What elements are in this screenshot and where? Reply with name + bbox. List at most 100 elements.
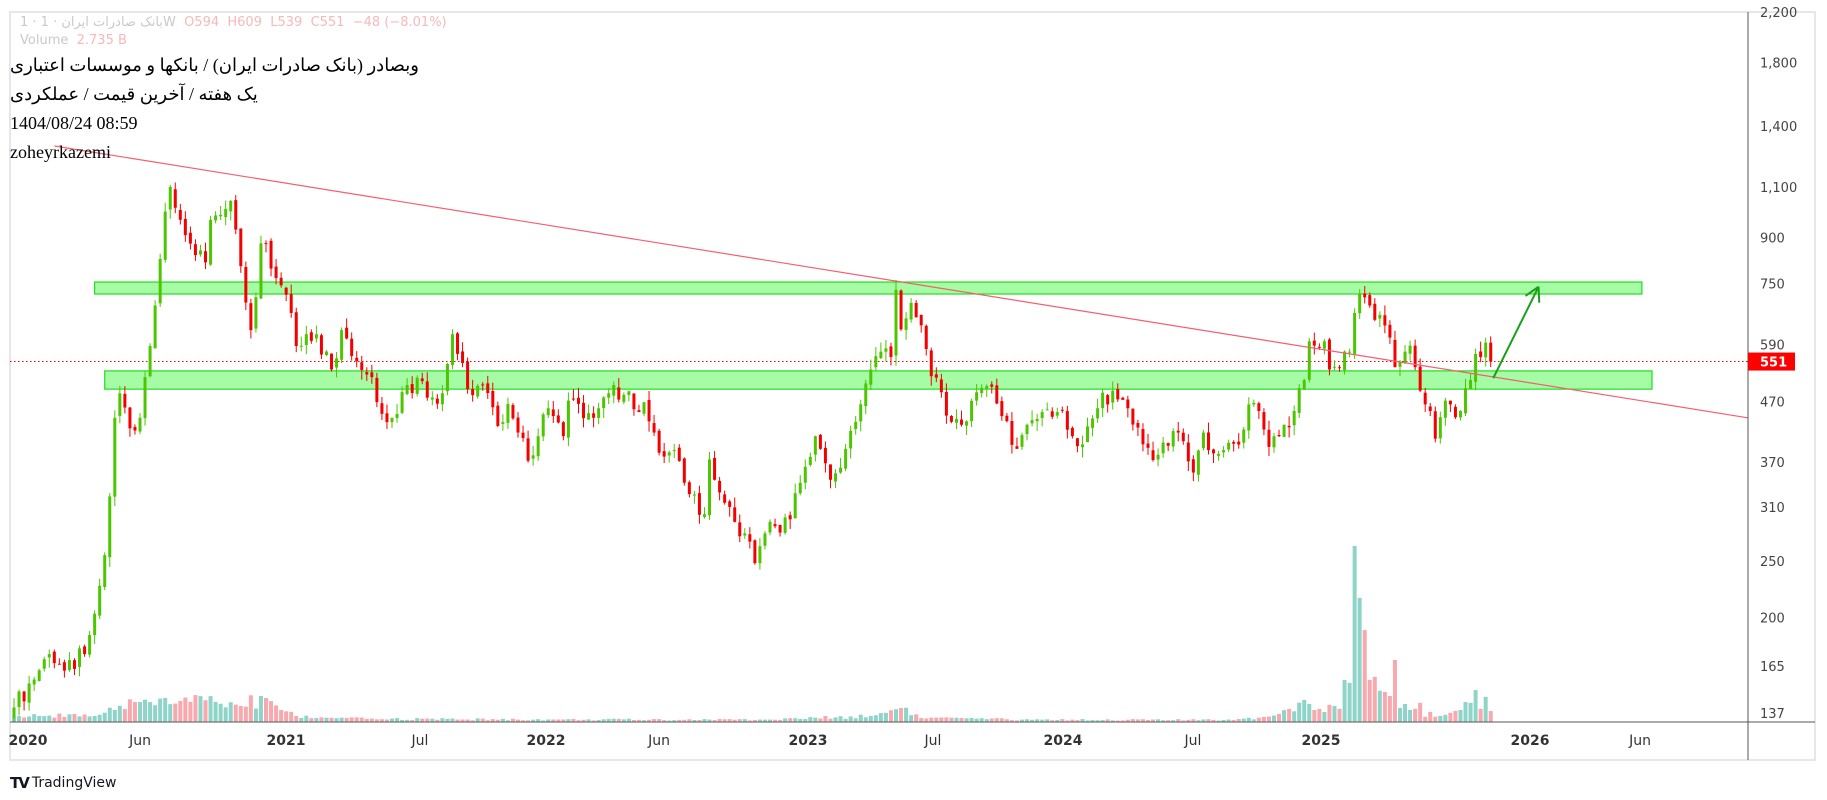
candle — [818, 434, 822, 450]
tradingview-logo-icon: TV — [10, 774, 30, 792]
candle — [1257, 401, 1261, 419]
legend-change: −48 (−8.01%) — [352, 15, 447, 30]
price-axis[interactable]: 2,200 1,800 1,400 1,100 900 750 590 470 370 310 25… — [1748, 6, 1797, 722]
candle-body — [667, 452, 671, 456]
volume-bar — [233, 704, 238, 722]
candle-body — [632, 393, 636, 410]
candle — [355, 351, 359, 368]
candle — [1045, 402, 1049, 411]
resistance_zone — [94, 281, 1643, 295]
candle-body — [118, 393, 122, 416]
candle — [1458, 410, 1462, 421]
legend-open: O594 — [184, 15, 220, 30]
candle — [849, 425, 853, 459]
volume-bar — [657, 719, 662, 722]
candle — [98, 578, 102, 619]
candle — [1307, 337, 1311, 383]
volume-bar — [294, 716, 299, 722]
candle-body — [954, 418, 958, 423]
candle-body — [1484, 342, 1488, 358]
candle — [652, 415, 656, 436]
candle — [1176, 421, 1180, 442]
candle-body — [980, 387, 984, 393]
candle — [702, 507, 706, 519]
candle — [521, 425, 525, 442]
candle — [113, 410, 117, 507]
candle — [1368, 292, 1372, 308]
candle-body — [279, 277, 283, 286]
candle-body — [1035, 418, 1039, 422]
candle — [1237, 433, 1241, 449]
candle — [582, 395, 586, 428]
volume-bar — [178, 700, 183, 722]
candle — [385, 404, 389, 429]
candle-body — [445, 364, 449, 392]
volume-bar — [390, 718, 394, 722]
volume-bar — [1332, 706, 1337, 722]
candle — [183, 211, 187, 242]
candle-body — [410, 384, 414, 394]
candle-body — [778, 524, 782, 533]
volume-bar — [1282, 710, 1287, 722]
candle — [410, 376, 414, 399]
volume-bar — [284, 711, 289, 722]
candle — [869, 359, 873, 390]
symbol-title: وبصادر (بانک صادرات ایران) / بانکها و مو… — [10, 55, 419, 75]
price-tick-label: 2,200 — [1760, 6, 1797, 21]
candle — [1348, 348, 1352, 358]
candle-body — [22, 691, 26, 702]
volume-bar — [153, 705, 158, 722]
volume-bar — [495, 719, 500, 722]
candle — [995, 378, 999, 405]
volume-bar — [1246, 717, 1251, 722]
volume-bar — [833, 717, 838, 722]
candle-body — [304, 334, 308, 345]
volume-bar — [274, 705, 279, 722]
volume-bar — [1231, 720, 1236, 722]
candle-body — [1020, 435, 1024, 447]
candle — [839, 457, 843, 474]
volume-bar — [521, 720, 526, 722]
volume-bar — [1372, 676, 1377, 722]
candle — [1423, 387, 1427, 412]
volume-bar — [611, 718, 616, 722]
candle-body — [995, 385, 999, 404]
volume-bar — [32, 714, 37, 722]
candle — [1065, 405, 1069, 439]
candle — [884, 339, 888, 362]
price-tick-label: 137 — [1760, 707, 1785, 722]
volume-bar — [778, 719, 783, 722]
candle — [728, 499, 732, 517]
volume-bar — [662, 720, 667, 722]
time-axis[interactable]: 2020 Jun 2021 Jul 2022 Jun 2023 Jul 2024 Jul 2025 2… — [9, 733, 1651, 749]
candle — [158, 253, 162, 307]
candle-body — [1423, 392, 1427, 405]
volume-bar — [1070, 719, 1075, 722]
candle — [27, 675, 31, 711]
candle-body — [975, 392, 979, 401]
candle-body — [516, 417, 520, 433]
candle — [506, 397, 510, 429]
volume-bar — [218, 703, 223, 722]
price-tick-label: 370 — [1760, 456, 1785, 471]
candle — [456, 332, 460, 361]
candle-body — [1126, 399, 1130, 409]
candle-body — [758, 546, 762, 564]
candle — [566, 392, 570, 447]
plot-area[interactable] — [10, 145, 1748, 726]
volume-bar — [566, 719, 571, 722]
tradingview-logo[interactable]: TV TradingView — [10, 774, 116, 792]
volume-bar — [1161, 720, 1166, 722]
price-tick-label: 200 — [1760, 611, 1785, 626]
volume-bar — [934, 717, 939, 722]
candle-body — [1000, 401, 1004, 417]
candle-body — [1302, 380, 1306, 390]
candle-body — [884, 348, 888, 352]
volume-bar — [707, 719, 712, 722]
candle-body — [1262, 412, 1266, 430]
candle — [330, 353, 334, 372]
volume-bar — [1100, 720, 1105, 722]
candle-body — [985, 386, 989, 389]
candle-body — [1479, 351, 1483, 358]
